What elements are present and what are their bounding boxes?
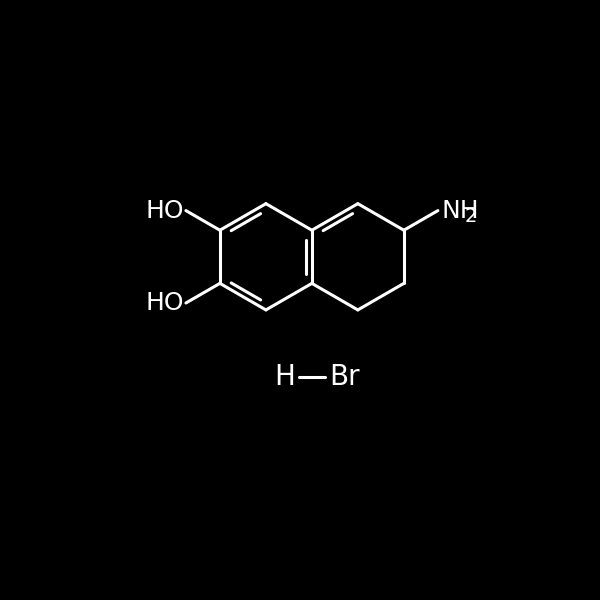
Text: HO: HO: [145, 199, 184, 223]
Text: 2: 2: [464, 207, 477, 226]
Text: HO: HO: [145, 291, 184, 315]
Text: NH: NH: [442, 199, 479, 223]
Text: Br: Br: [329, 363, 360, 391]
Text: H: H: [274, 363, 295, 391]
